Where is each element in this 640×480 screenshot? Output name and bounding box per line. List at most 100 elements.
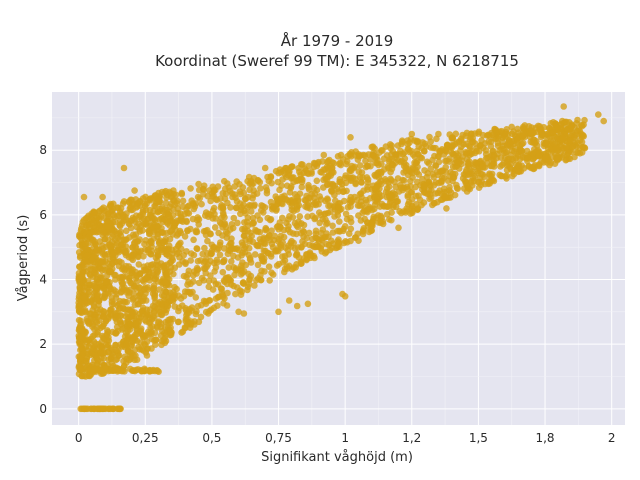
scatter-point <box>109 259 116 267</box>
scatter-point <box>210 304 218 312</box>
scatter-point <box>377 177 385 184</box>
scatter-point <box>279 200 286 208</box>
scatter-point <box>507 138 515 145</box>
scatter-point <box>253 190 261 197</box>
scatter-point <box>114 204 122 211</box>
scatter-point <box>521 122 529 129</box>
scatter-point <box>132 322 140 329</box>
scatter-point <box>238 262 245 270</box>
scatter-point <box>383 185 391 192</box>
x-tick-label: 2 <box>608 431 616 445</box>
scatter-point <box>355 212 362 219</box>
scatter-point <box>209 215 216 222</box>
scatter-point <box>212 295 220 302</box>
scatter-point <box>264 173 271 181</box>
scatter-point <box>430 144 437 152</box>
scatter-point <box>501 130 509 138</box>
scatter-point <box>459 131 466 139</box>
scatter-point <box>245 251 252 259</box>
scatter-point <box>190 272 197 279</box>
scatter-point <box>123 298 130 306</box>
scatter-point <box>118 259 125 266</box>
scatter-point <box>347 153 355 160</box>
scatter-point <box>112 356 119 364</box>
scatter-point <box>323 220 330 228</box>
scatter-point <box>137 290 144 297</box>
scatter-point <box>185 278 192 286</box>
scatter-point <box>162 199 170 207</box>
ticks-layer: 0 0,25 0,5 0,75 1 1,2 1,5 1,8 2 0 2 4 6 8 <box>39 143 615 445</box>
scatter-point <box>240 201 247 208</box>
scatter-point <box>296 168 303 176</box>
scatter-point <box>187 185 194 192</box>
scatter-point <box>87 246 94 254</box>
scatter-point <box>440 185 448 192</box>
scatter-point <box>468 168 476 175</box>
scatter-point <box>386 216 393 223</box>
scatter-point <box>474 167 482 175</box>
scatter-point <box>554 155 562 162</box>
scatter-point <box>509 155 516 163</box>
scatter-point <box>119 324 127 332</box>
scatter-point <box>519 132 527 140</box>
scatter-point <box>83 357 90 365</box>
scatter-point <box>311 243 318 251</box>
scatter-point <box>245 280 253 288</box>
scatter-point <box>142 366 149 374</box>
scatter-point <box>449 134 457 142</box>
scatter-point <box>76 283 84 291</box>
scatter-point <box>240 310 248 317</box>
scatter-point <box>358 179 366 186</box>
scatter-point <box>408 202 416 210</box>
scatter-point <box>489 131 497 139</box>
scatter-point <box>218 201 225 209</box>
scatter-point <box>219 268 227 276</box>
scatter-point <box>198 200 205 208</box>
scatter-point <box>262 247 269 255</box>
scatter-point <box>251 282 258 289</box>
scatter-point <box>423 158 431 166</box>
scatter-point <box>346 167 354 175</box>
scatter-point <box>186 289 194 296</box>
scatter-point <box>151 215 158 223</box>
scatter-point <box>322 166 329 173</box>
scatter-point <box>345 230 353 237</box>
scatter-point <box>87 298 94 306</box>
scatter-point <box>120 217 128 224</box>
scatter-point <box>162 309 169 316</box>
scatter-point <box>464 159 472 167</box>
scatter-point <box>569 143 577 151</box>
scatter-point <box>107 310 114 318</box>
scatter-point <box>98 359 105 367</box>
scatter-point <box>183 206 190 213</box>
scatter-point <box>257 276 265 284</box>
scatter-point <box>221 221 228 228</box>
scatter-point <box>457 147 464 154</box>
scatter-point <box>104 223 111 230</box>
scatter-point <box>222 274 230 282</box>
scatter-point <box>173 250 181 258</box>
scatter-point <box>225 184 233 191</box>
scatter-point <box>595 111 602 118</box>
scatter-point <box>311 215 319 223</box>
scatter-point <box>289 163 296 170</box>
scatter-point <box>131 282 138 290</box>
scatter-point <box>284 247 292 254</box>
scatter-point <box>284 171 292 179</box>
scatter-point <box>145 249 152 256</box>
scatter-point <box>419 139 427 146</box>
scatter-point <box>207 230 214 237</box>
scatter-point <box>600 117 607 125</box>
scatter-point <box>78 261 86 269</box>
scatter-point <box>86 223 93 231</box>
scatter-point <box>285 262 293 270</box>
scatter-point <box>359 230 367 238</box>
scatter-point <box>528 124 535 131</box>
scatter-point <box>121 266 129 273</box>
scatter-point <box>557 124 565 132</box>
scatter-point <box>117 228 124 236</box>
scatter-point <box>121 248 128 256</box>
scatter-point <box>366 205 374 212</box>
scatter-point <box>130 295 137 302</box>
scatter-point <box>442 194 450 202</box>
